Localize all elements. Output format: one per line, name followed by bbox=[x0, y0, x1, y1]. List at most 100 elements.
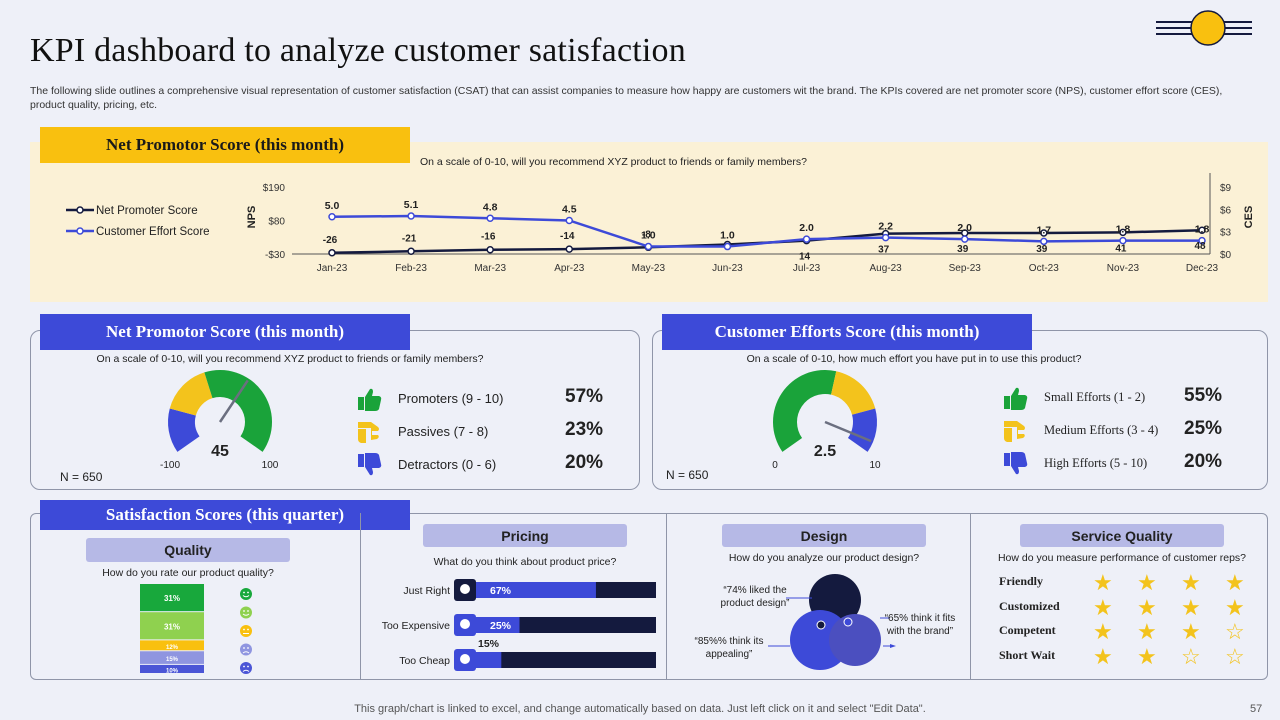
thumbs-up-icon bbox=[1002, 385, 1028, 416]
data-point bbox=[1119, 236, 1127, 245]
divider-1 bbox=[360, 513, 361, 680]
star-filled-icon: ★ bbox=[1137, 643, 1157, 669]
badge-icon bbox=[454, 579, 476, 601]
nps-row-label: Passives (7 - 8) bbox=[398, 424, 489, 439]
trend-chart: $190 $80 -$30 $9 $6 $3 $0 NPS CES Jan-23 Feb-23 Mar… bbox=[66, 173, 1255, 274]
star-filled-icon: ★ bbox=[1225, 570, 1245, 595]
y-axis-title: NPS bbox=[246, 206, 258, 229]
quality-title: Quality bbox=[86, 538, 290, 562]
data-point bbox=[1198, 236, 1206, 245]
star-filled-icon: ★ bbox=[1137, 570, 1157, 595]
data-point bbox=[960, 235, 969, 243]
nps-row-pct: 20% bbox=[565, 452, 604, 473]
star-filled-icon: ★ bbox=[1093, 643, 1113, 669]
pricing-bar bbox=[474, 582, 596, 598]
star-filled-icon: ★ bbox=[1181, 619, 1201, 644]
nps-data-label: 41 bbox=[1115, 243, 1127, 254]
y-tick-label: $190 bbox=[263, 183, 286, 194]
star-empty-icon: ☆ bbox=[1181, 643, 1201, 669]
data-point bbox=[1040, 229, 1048, 237]
quality-chart: 31% 31% 12% 15% 10% bbox=[140, 584, 252, 674]
quality-segment-label: 10% bbox=[166, 668, 179, 674]
trend-header: Net Promotor Score (this month) bbox=[40, 127, 410, 163]
star-empty-icon: ☆ bbox=[1225, 643, 1245, 669]
data-point bbox=[328, 249, 336, 257]
gauge-max: 100 bbox=[262, 460, 279, 471]
service-row-label: Friendly bbox=[999, 574, 1043, 588]
star-empty-icon: ☆ bbox=[1225, 619, 1245, 644]
gauge-segment bbox=[204, 370, 272, 452]
design-callout-1: “74% liked the product design” bbox=[720, 585, 790, 609]
design-venn bbox=[768, 574, 896, 670]
design-callout-2: “65% think it fits with the brand” bbox=[884, 613, 956, 637]
nps-data-label: 39 bbox=[957, 244, 969, 255]
gauge-max: 10 bbox=[869, 460, 881, 471]
rating-face-icon bbox=[240, 662, 252, 674]
y2-tick-label: $0 bbox=[1220, 250, 1232, 261]
nps-row-pct: 23% bbox=[565, 419, 604, 440]
ces-row-label: Medium Efforts (3 - 4) bbox=[1044, 423, 1159, 437]
gauge-segment bbox=[169, 372, 213, 416]
ces-row-label: High Efforts (5 - 10) bbox=[1044, 456, 1148, 470]
gauge-min: 0 bbox=[772, 460, 778, 471]
thumbs-sideways-icon bbox=[1002, 418, 1028, 449]
ces-row-label: Small Efforts (1 - 2) bbox=[1044, 390, 1146, 404]
legend-label: Net Promoter Score bbox=[96, 205, 198, 217]
page-number: 57 bbox=[1250, 703, 1263, 715]
nps-data-label: 14 bbox=[799, 252, 811, 263]
ces-row-pct: 20% bbox=[1184, 451, 1223, 472]
thumbs-down-icon bbox=[1002, 451, 1028, 482]
x-tick-label: Sep-23 bbox=[949, 263, 982, 274]
quality-segment bbox=[140, 612, 204, 640]
pricing-title: Pricing bbox=[423, 524, 627, 547]
nps-data-label: 39 bbox=[1036, 244, 1048, 255]
coin-icon bbox=[454, 649, 476, 671]
nps-row-label: Detractors (0 - 6) bbox=[398, 457, 497, 472]
pricing-value-label: 67% bbox=[490, 585, 512, 597]
data-point bbox=[644, 242, 653, 251]
nps-question: On a scale of 0-10, will you recommend X… bbox=[96, 353, 484, 365]
y2-axis-title: CES bbox=[1243, 206, 1255, 229]
thumbs-sideways-icon bbox=[356, 419, 382, 450]
star-filled-icon: ★ bbox=[1093, 619, 1113, 644]
gauge-segment bbox=[168, 408, 200, 452]
data-point bbox=[1119, 228, 1127, 237]
legend-label: Customer Effort Score bbox=[96, 226, 210, 238]
satisfaction-header: Satisfaction Scores (this quarter) bbox=[40, 500, 410, 530]
x-tick-label: Apr-23 bbox=[554, 263, 584, 274]
footer-note: This graph/chart is linked to excel, and… bbox=[354, 703, 926, 715]
pricing-category-label: Too Cheap bbox=[399, 655, 450, 667]
legend-marker bbox=[76, 227, 84, 235]
nps-n-label: N = 650 bbox=[60, 470, 103, 484]
ces-data-label: 5.0 bbox=[325, 200, 340, 212]
series-line-ces bbox=[331, 214, 1202, 248]
design-question: How do you analyze our product design? bbox=[728, 552, 920, 564]
ces-data-label: 2.0 bbox=[957, 222, 972, 234]
ces-n-label: N = 650 bbox=[666, 468, 709, 482]
gauge-segment bbox=[847, 408, 877, 452]
nps-data-label: -16 bbox=[481, 232, 496, 243]
quality-segment-label: 31% bbox=[164, 622, 180, 631]
legend-marker bbox=[76, 206, 84, 214]
ces-data-label: 4.5 bbox=[562, 204, 577, 216]
pricing-value-label: 15% bbox=[478, 638, 500, 650]
data-point bbox=[723, 242, 732, 251]
pricing-question: What do you think about product price? bbox=[433, 556, 617, 568]
pricing-bar bbox=[474, 617, 520, 633]
x-tick-label: Feb-23 bbox=[395, 263, 427, 274]
y-tick-label: -$30 bbox=[265, 250, 285, 261]
design-callout-3: “85%% think its appealing” bbox=[694, 636, 764, 660]
nps-gauge: 45 -100 100 bbox=[160, 370, 279, 471]
service-row-label: Short Wait bbox=[999, 647, 1056, 662]
nps-row-label: Promoters (9 - 10) bbox=[398, 391, 504, 406]
gauge-needle bbox=[824, 420, 872, 443]
quality-segment bbox=[140, 640, 204, 651]
rating-face-icon bbox=[240, 643, 252, 656]
x-tick-label: Aug-23 bbox=[870, 263, 903, 274]
service-row-label: Customized bbox=[999, 598, 1060, 613]
ces-data-label: 1.8 bbox=[1116, 224, 1131, 236]
y2-tick-label: $9 bbox=[1220, 183, 1232, 194]
data-point bbox=[881, 233, 890, 242]
y2-tick-label: $6 bbox=[1220, 205, 1232, 216]
ces-gauge: 2.5 0 10 bbox=[772, 370, 881, 471]
